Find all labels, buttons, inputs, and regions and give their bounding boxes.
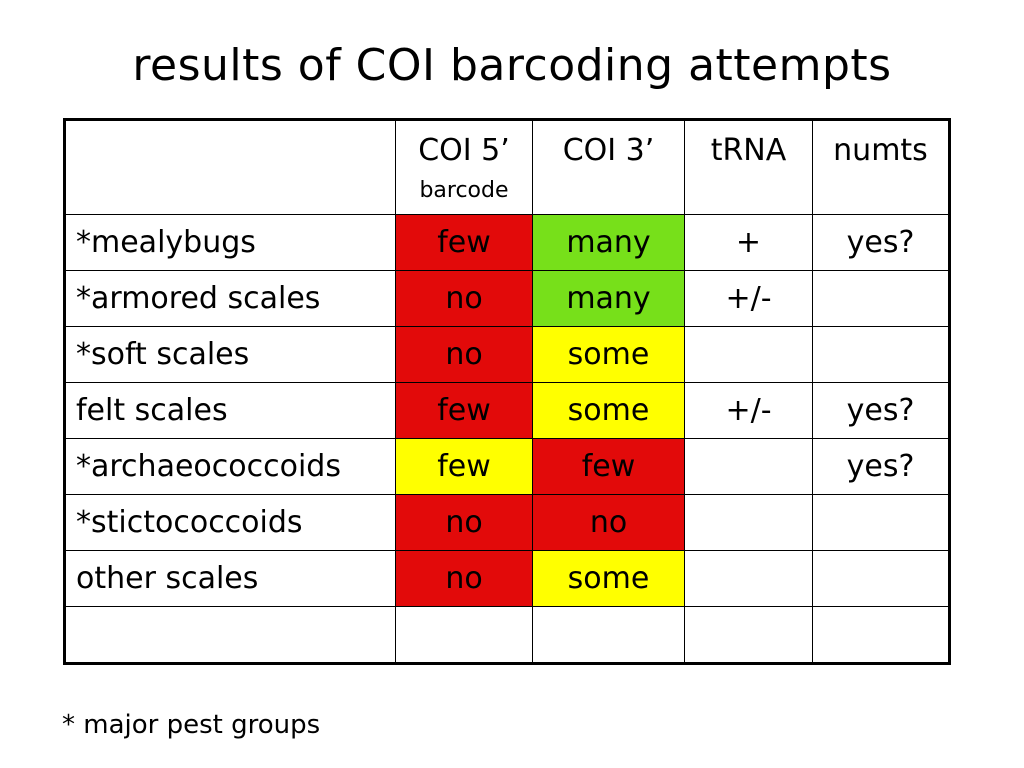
row-label-cell: *archaeococcoids xyxy=(64,438,396,495)
numts-cell: yes? xyxy=(812,214,950,271)
coi5-cell: few xyxy=(395,214,533,271)
row-label-cell: *soft scales xyxy=(64,326,396,383)
row-label-cell: felt scales xyxy=(64,382,396,439)
numts-cell xyxy=(812,326,950,383)
row-label-cell xyxy=(64,606,396,664)
trna-cell: +/- xyxy=(684,270,813,327)
table-row: *soft scales no some xyxy=(64,326,950,383)
header-cell-numts: numts xyxy=(812,119,950,215)
trna-cell xyxy=(684,326,813,383)
numts-cell xyxy=(812,270,950,327)
coi5-cell: no xyxy=(395,326,533,383)
coi5-cell: no xyxy=(395,550,533,607)
coi3-cell: few xyxy=(532,438,685,495)
row-label-cell: other scales xyxy=(64,550,396,607)
header-sublabel: barcode xyxy=(419,178,509,203)
header-label: COI 5’ xyxy=(418,133,510,168)
coi5-cell: few xyxy=(395,438,533,495)
header-label: tRNA xyxy=(710,133,787,168)
slide-title: results of COI barcoding attempts xyxy=(132,40,892,91)
footnote: * major pest groups xyxy=(62,710,321,740)
numts-cell: yes? xyxy=(812,382,950,439)
coi3-cell xyxy=(532,606,685,664)
trna-cell: + xyxy=(684,214,813,271)
numts-cell xyxy=(812,494,950,551)
table-row: *stictococcoids no no xyxy=(64,494,950,551)
coi3-cell: some xyxy=(532,326,685,383)
coi5-cell xyxy=(395,606,533,664)
header-cell-trna: tRNA xyxy=(684,119,813,215)
coi5-cell: no xyxy=(395,270,533,327)
numts-cell xyxy=(812,550,950,607)
header-cell-blank xyxy=(64,119,396,215)
coi5-cell: no xyxy=(395,494,533,551)
row-label-cell: *armored scales xyxy=(64,270,396,327)
results-table-body: COI 5’ barcode COI 3’ tRNA numts *mealybugs fe… xyxy=(64,119,950,664)
header-label: numts xyxy=(833,133,928,168)
trna-cell xyxy=(684,438,813,495)
trna-cell xyxy=(684,550,813,607)
table-row: other scales no some xyxy=(64,550,950,607)
header-label: COI 3’ xyxy=(562,133,655,168)
numts-cell: yes? xyxy=(812,438,950,495)
table-row: *mealybugs few many + yes? xyxy=(64,214,950,271)
header-cell-coi3: COI 3’ xyxy=(532,119,685,215)
coi3-cell: some xyxy=(532,382,685,439)
coi3-cell: many xyxy=(532,214,685,271)
numts-cell xyxy=(812,606,950,664)
row-label-cell: *stictococcoids xyxy=(64,494,396,551)
results-table: COI 5’ barcode COI 3’ tRNA numts *mealybugs fe… xyxy=(63,118,951,665)
coi3-cell: some xyxy=(532,550,685,607)
coi3-cell: many xyxy=(532,270,685,327)
trna-cell: +/- xyxy=(684,382,813,439)
table-row: *armored scales no many +/- xyxy=(64,270,950,327)
row-label-cell: *mealybugs xyxy=(64,214,396,271)
table-row: *archaeococcoids few few yes? xyxy=(64,438,950,495)
coi5-cell: few xyxy=(395,382,533,439)
header-cell-coi5: COI 5’ barcode xyxy=(395,119,533,215)
table-header-row: COI 5’ barcode COI 3’ tRNA numts xyxy=(64,119,950,215)
trna-cell xyxy=(684,606,813,664)
table-row xyxy=(64,606,950,664)
table-row: felt scales few some +/- yes? xyxy=(64,382,950,439)
coi3-cell: no xyxy=(532,494,685,551)
trna-cell xyxy=(684,494,813,551)
